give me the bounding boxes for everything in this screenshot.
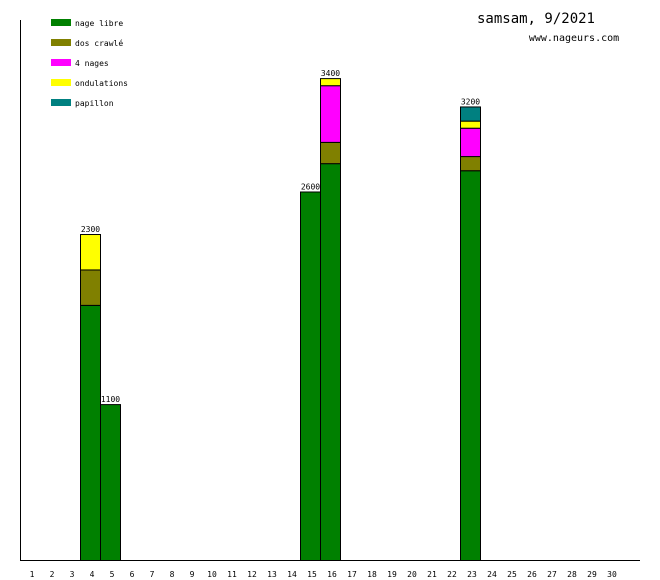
x-tick-label: 1 (30, 570, 35, 579)
bar-segment-nage-libre (460, 170, 481, 562)
x-tick-label: 7 (150, 570, 155, 579)
x-tick-label: 9 (190, 570, 195, 579)
x-tick-label: 22 (447, 570, 457, 579)
bars: 2300 1100 2600 3400 3200 (80, 69, 481, 562)
bar-total-label: 2300 (81, 225, 100, 234)
x-tick-label: 30 (607, 570, 617, 579)
x-tick-label: 26 (527, 570, 537, 579)
x-tick-label: 23 (467, 570, 477, 579)
legend-label: papillon (75, 99, 114, 108)
x-tick-label: 10 (207, 570, 217, 579)
bar-segment-ondulations (460, 120, 481, 129)
legend-swatch (51, 79, 71, 86)
x-tick-label: 19 (387, 570, 397, 579)
x-tick-label: 27 (547, 570, 557, 579)
x-tick-label: 8 (170, 570, 175, 579)
bar-total-label: 1100 (101, 395, 120, 404)
x-tick-label: 14 (287, 570, 297, 579)
legend-swatch (51, 99, 71, 106)
legend: nage libre dos crawlé 4 nages ondulations pa… (51, 19, 128, 108)
x-tick-label: 4 (90, 570, 95, 579)
bar-segment-nage-libre (80, 304, 101, 561)
x-tick-label: 24 (487, 570, 497, 579)
legend-swatch (51, 59, 71, 66)
x-tick-label: 2 (50, 570, 55, 579)
bar-segment-papillon (460, 106, 481, 122)
bar-segment-dos-crawlé (80, 269, 101, 306)
bar-total-label: 3400 (321, 69, 340, 78)
bar-segment-4-nages (460, 127, 481, 158)
bar-segment-nage-libre (300, 191, 321, 561)
bar-total-label: 2600 (301, 182, 320, 191)
x-tick-label: 13 (267, 570, 277, 579)
x-tick-label: 20 (407, 570, 417, 579)
bar-segment-ondulations (320, 78, 341, 87)
chart-title: samsam, 9/2021 (477, 11, 595, 27)
legend-label: 4 nages (75, 59, 109, 68)
x-tick-label: 21 (427, 570, 437, 579)
x-tick-label: 28 (567, 570, 577, 579)
x-tick-label: 15 (307, 570, 317, 579)
x-tick-label: 18 (367, 570, 377, 579)
bar-segment-ondulations (80, 234, 101, 271)
bar-segment-dos-crawlé (460, 156, 481, 172)
bar-total-label: 3200 (461, 97, 480, 106)
legend-label: dos crawlé (75, 38, 123, 48)
x-tick-labels: 1 2 3 4 5 6 7 8 9 10 11 12 13 14 15 16 17 18 19 20 21 22 23 24 2… (30, 570, 617, 579)
x-tick-label: 3 (70, 570, 75, 579)
legend-swatch (51, 19, 71, 26)
legend-label: nage libre (75, 19, 123, 28)
x-tick-label: 6 (130, 570, 135, 579)
x-tick-label: 17 (347, 570, 357, 579)
bar-segment-nage-libre (100, 404, 121, 561)
x-tick-label: 12 (247, 570, 257, 579)
x-tick-label: 16 (327, 570, 337, 579)
chart-subtitle: www.nageurs.com (529, 33, 619, 44)
bar-segment-4-nages (320, 85, 341, 143)
x-tick-label: 11 (227, 570, 237, 579)
bar-segment-nage-libre (320, 163, 341, 562)
legend-swatch (51, 39, 71, 46)
legend-label: ondulations (75, 79, 128, 88)
x-tick-label: 29 (587, 570, 597, 579)
x-tick-label: 25 (507, 570, 517, 579)
bar-segment-dos-crawlé (320, 141, 341, 165)
x-tick-label: 5 (110, 570, 115, 579)
